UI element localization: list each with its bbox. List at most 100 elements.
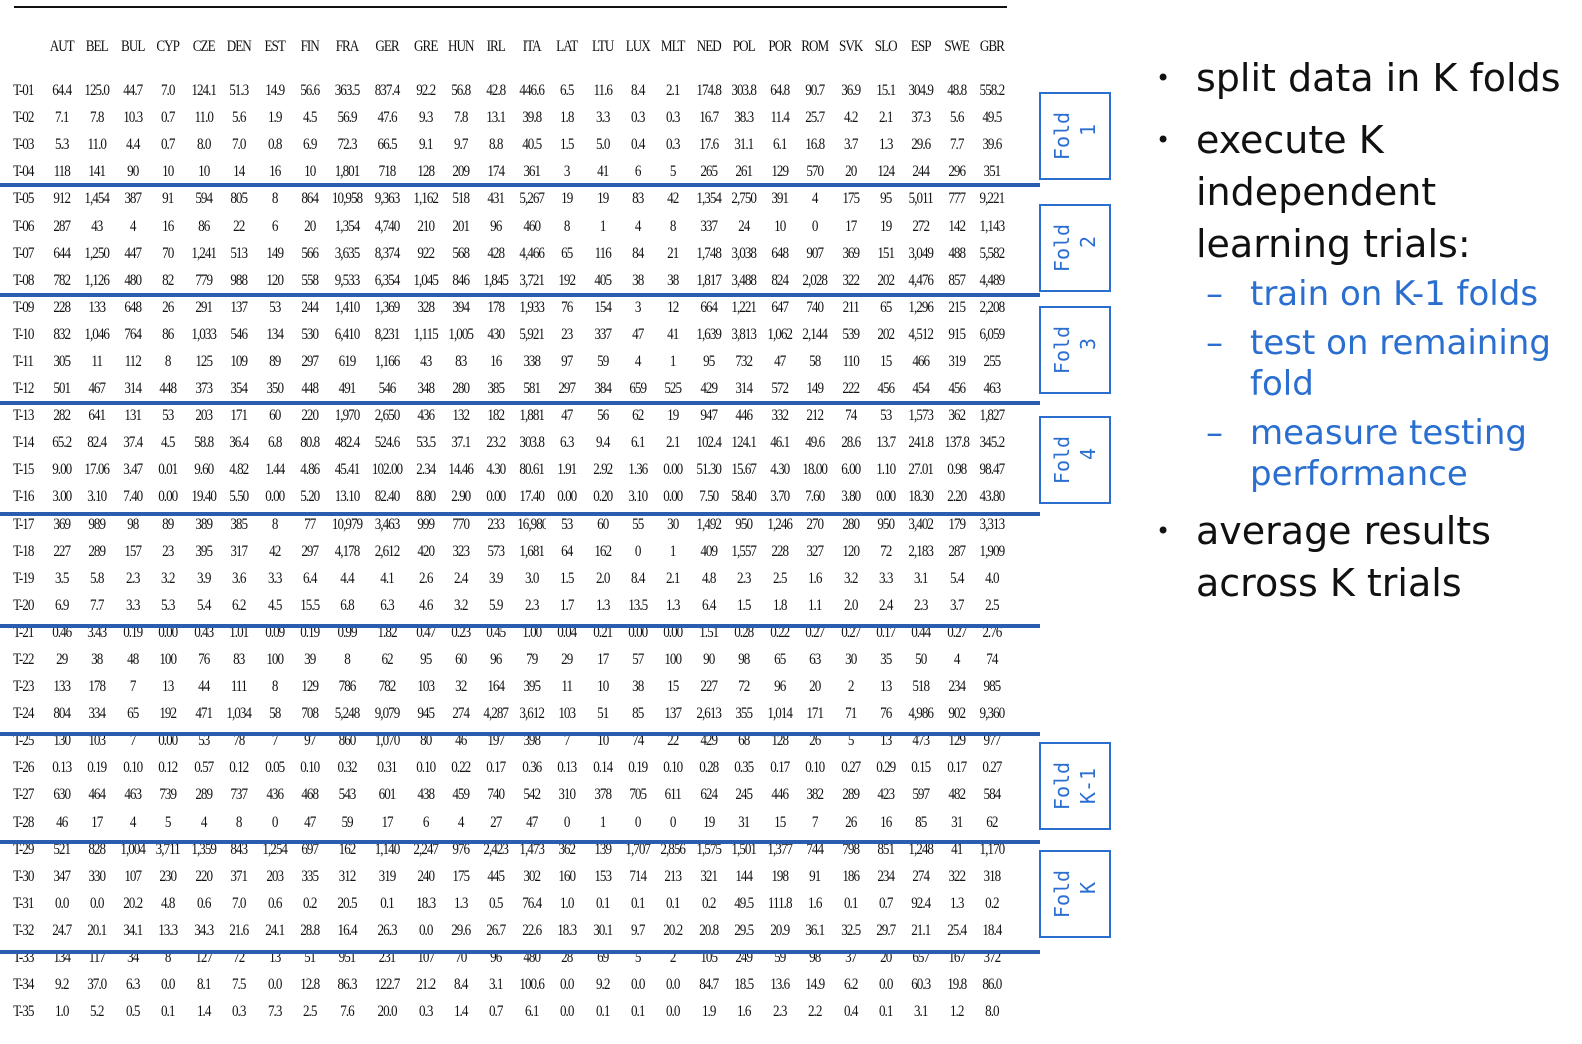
table-cell: 20.2 — [663, 921, 684, 939]
table-cell: 0.0 — [560, 976, 574, 994]
table-cell: 59 — [773, 949, 786, 967]
table-cell: 15.67 — [731, 461, 758, 479]
table-cell: 137.8 — [944, 434, 970, 452]
table-cell: 0.36 — [521, 759, 542, 777]
column-header: EST — [264, 38, 285, 55]
table-cell: 0.45 — [486, 623, 507, 641]
table-cell: 624 — [700, 786, 718, 804]
table-cell: 134 — [265, 325, 284, 343]
table-cell: 1 — [599, 217, 607, 235]
table-cell: 770 — [452, 515, 470, 533]
table-cell: 16,980 — [516, 515, 546, 533]
table-cell: 8 — [165, 949, 172, 967]
table-cell: 222 — [841, 380, 860, 398]
table-cell: 3,313 — [979, 515, 1006, 533]
table-cell: 764 — [124, 325, 142, 343]
table-cell: 5.3 — [55, 136, 69, 154]
table-cell: 9.1 — [418, 136, 432, 154]
table-cell: 2.1 — [666, 569, 680, 587]
table-cell: 518 — [912, 678, 931, 696]
table-cell: 7.0 — [232, 136, 246, 154]
table-cell: 100 — [265, 651, 284, 669]
table-cell: 129 — [948, 732, 966, 750]
table-cell: 317 — [230, 542, 248, 560]
table-cell: 0.10 — [663, 759, 684, 777]
column-header: CYP — [156, 38, 181, 55]
table-cell: 210 — [416, 217, 435, 235]
table-cell: 1.8 — [560, 109, 574, 127]
table-cell: 456 — [948, 380, 966, 398]
column-header: MLT — [661, 38, 686, 55]
header-spacer — [10, 60, 1010, 77]
row-label: T-04 — [13, 163, 34, 181]
table-cell: 192 — [558, 271, 577, 289]
table-cell: 9,221 — [979, 190, 1006, 208]
table-cell: 387 — [124, 190, 142, 208]
table-cell: 0.28 — [699, 759, 719, 777]
table-row: T-20 6.9 7.7 3.3 5.3 5.4 6.2 4.5 15.5 6.8 6.3 4.6 3.… — [10, 592, 1010, 619]
table-cell: 5.4 — [949, 569, 964, 587]
table-row: T-02 7.1 7.8 10.3 0.7 11.0 5.6 1.9 4.5 56.9 47.6 9.… — [10, 104, 1010, 131]
table-cell: 572 — [771, 380, 789, 398]
table-cell: 74 — [632, 732, 644, 750]
table-cell: 568 — [452, 244, 470, 262]
table-cell: 3.0 — [524, 569, 539, 587]
table-cell: 4 — [200, 813, 208, 831]
table-cell: 362 — [558, 840, 577, 858]
table-row: T-26 0.13 0.19 0.10 0.12 0.57 0.12 0.05 0.10 0.32… — [10, 754, 1010, 781]
table-cell: 107 — [124, 867, 142, 885]
row-label: T-30 — [13, 867, 34, 885]
table-cell: 0.01 — [158, 461, 178, 479]
row-label: T-18 — [13, 542, 34, 560]
table-cell: 1.00 — [521, 623, 542, 641]
dash-icon: – — [1206, 323, 1223, 363]
table-cell: 843 — [230, 840, 248, 858]
row-label: T-35 — [13, 1003, 34, 1021]
table-cell: 3 — [564, 163, 571, 181]
row-label: T-32 — [13, 921, 34, 939]
table-cell: 4.0 — [985, 569, 999, 587]
table-cell: 103 — [558, 705, 577, 723]
table-cell: 13.5 — [628, 596, 648, 614]
table-cell: 100 — [664, 651, 683, 669]
table-cell: 480 — [124, 271, 142, 289]
table-cell: 16 — [162, 217, 174, 235]
table-cell: 1.6 — [808, 569, 822, 587]
table-cell: 1.9 — [701, 1003, 716, 1021]
table-cell: 86 — [162, 325, 174, 343]
table-cell: 6.3 — [125, 976, 140, 994]
table-cell: 0.00 — [663, 488, 684, 506]
fold-box-1: Fold 1 — [1039, 92, 1111, 180]
row-label: T-12 — [13, 380, 34, 398]
table-cell: 18.3 — [415, 894, 436, 912]
table-cell: 0 — [670, 813, 677, 831]
table-cell: 7.7 — [949, 136, 964, 154]
table-cell: 29.6 — [451, 921, 471, 939]
table-cell: 303.8 — [519, 434, 545, 452]
table-cell: 539 — [841, 325, 860, 343]
table-cell: 2.1 — [878, 109, 893, 127]
table-cell: 160 — [558, 867, 577, 885]
table-cell: 6.3 — [560, 434, 574, 452]
table-cell: 378 — [593, 786, 612, 804]
table-cell: 0.04 — [557, 623, 577, 641]
table-cell: 289 — [88, 542, 107, 560]
table-cell: 31 — [738, 813, 750, 831]
table-cell: 782 — [379, 678, 397, 696]
table-cell: 34.1 — [123, 921, 143, 939]
table-cell: 49.5 — [982, 109, 1003, 127]
table-cell: 542 — [523, 786, 541, 804]
table-cell: 53.5 — [415, 434, 436, 452]
table-cell: 0.1 — [595, 894, 610, 912]
table-cell: 31.1 — [734, 136, 754, 154]
table-cell: 570 — [806, 163, 824, 181]
table-cell: 0.22 — [451, 759, 471, 777]
table-cell: 9.7 — [453, 136, 468, 154]
table-cell: 0.00 — [557, 488, 577, 506]
table-cell: 51 — [596, 705, 609, 723]
table-cell: 6.5 — [560, 82, 574, 100]
table-cell: 117 — [89, 949, 106, 967]
table-cell: 5.6 — [949, 109, 964, 127]
table-cell: 0.0 — [666, 1003, 680, 1021]
table-cell: 0.00 — [158, 623, 178, 641]
